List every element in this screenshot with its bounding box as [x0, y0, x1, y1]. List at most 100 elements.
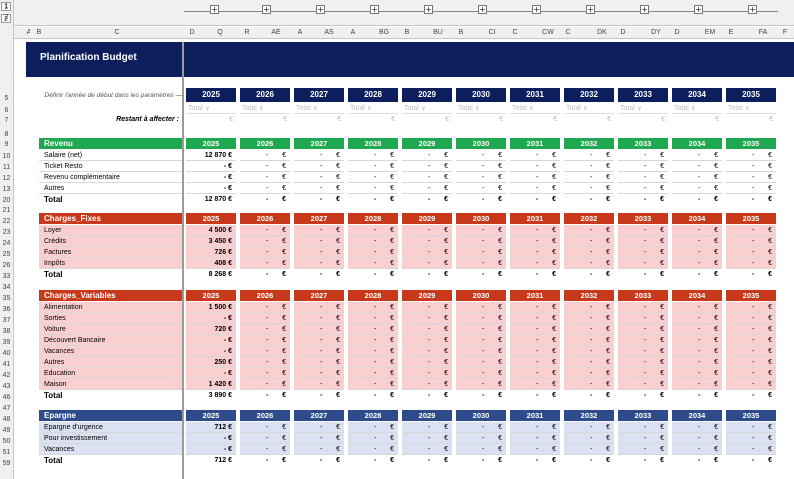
budget-cell[interactable]: - € — [510, 247, 560, 258]
budget-cell[interactable]: - € — [456, 422, 506, 433]
budget-cell[interactable]: - € — [294, 183, 344, 194]
budget-cell[interactable]: - € — [510, 225, 560, 236]
budget-cell[interactable]: - € — [672, 258, 722, 269]
budget-cell[interactable]: - € — [186, 161, 236, 172]
budget-cell[interactable]: - € — [726, 444, 776, 455]
budget-cell[interactable]: - € — [672, 368, 722, 379]
row-number[interactable]: 25 — [2, 251, 11, 258]
budget-cell[interactable]: - € — [294, 368, 344, 379]
budget-cell[interactable]: - € — [456, 236, 506, 247]
budget-row-label[interactable]: Alimentation — [39, 302, 182, 313]
row-number[interactable]: 49 — [2, 427, 11, 434]
row-number[interactable]: 50 — [2, 438, 11, 445]
budget-cell[interactable]: - € — [564, 346, 614, 357]
budget-cell[interactable]: - € — [240, 225, 290, 236]
budget-cell[interactable]: - € — [456, 379, 506, 390]
budget-cell[interactable]: - € — [348, 368, 398, 379]
budget-cell[interactable]: - € — [348, 236, 398, 247]
expand-group-plus-icon[interactable]: + — [694, 5, 703, 14]
budget-cell[interactable]: - € — [672, 346, 722, 357]
column-header[interactable]: BU — [426, 27, 450, 39]
total-dropdown[interactable]: Total ∨ — [294, 103, 344, 114]
budget-cell[interactable]: - € — [672, 183, 722, 194]
budget-cell[interactable]: - € — [294, 357, 344, 368]
budget-cell[interactable]: - € — [240, 433, 290, 444]
budget-row-label[interactable]: Epargne d'urgence — [39, 422, 182, 433]
column-header[interactable]: C — [108, 27, 126, 39]
row-number[interactable]: 23 — [2, 229, 11, 236]
total-dropdown[interactable]: Total ∨ — [186, 103, 236, 114]
budget-cell[interactable]: - € — [618, 346, 668, 357]
budget-cell[interactable]: - € — [294, 444, 344, 455]
budget-cell[interactable]: - € — [294, 313, 344, 324]
budget-cell[interactable]: - € — [672, 433, 722, 444]
budget-cell[interactable]: - € — [186, 183, 236, 194]
budget-cell[interactable]: - € — [672, 444, 722, 455]
budget-cell[interactable]: - € — [618, 422, 668, 433]
budget-cell[interactable]: - € — [348, 313, 398, 324]
budget-cell[interactable]: - € — [402, 236, 452, 247]
budget-cell[interactable]: - € — [726, 161, 776, 172]
budget-row-label[interactable]: Ticket Resto — [39, 161, 182, 172]
budget-cell[interactable]: - € — [672, 172, 722, 183]
budget-cell[interactable]: - € — [186, 433, 236, 444]
budget-cell[interactable]: - € — [510, 172, 560, 183]
budget-cell[interactable]: - € — [726, 313, 776, 324]
budget-cell[interactable]: - € — [186, 313, 236, 324]
expand-group-plus-icon[interactable]: + — [586, 5, 595, 14]
budget-cell[interactable]: - € — [402, 225, 452, 236]
row-number[interactable]: 10 — [2, 153, 11, 160]
budget-cell[interactable]: - € — [294, 258, 344, 269]
budget-cell[interactable]: - € — [294, 324, 344, 335]
budget-row-label[interactable]: Crédits — [39, 236, 182, 247]
row-number[interactable]: 12 — [2, 175, 11, 182]
budget-cell[interactable]: - € — [618, 302, 668, 313]
row-number[interactable]: 37 — [2, 317, 11, 324]
total-dropdown[interactable]: Total ∨ — [618, 103, 668, 114]
budget-cell[interactable]: - € — [726, 236, 776, 247]
budget-cell[interactable]: - € — [564, 183, 614, 194]
budget-cell[interactable]: - € — [456, 313, 506, 324]
budget-cell[interactable]: - € — [672, 313, 722, 324]
outline-level-1-button[interactable]: 1 — [1, 2, 11, 11]
row-number[interactable]: 42 — [2, 372, 11, 379]
budget-cell[interactable]: - € — [510, 324, 560, 335]
budget-cell[interactable]: - € — [672, 357, 722, 368]
expand-group-plus-icon[interactable]: + — [748, 5, 757, 14]
budget-cell[interactable]: - € — [240, 313, 290, 324]
row-number[interactable]: 11 — [2, 164, 11, 171]
column-header[interactable]: D — [183, 27, 201, 39]
row-number[interactable]: 20 — [2, 197, 11, 204]
budget-cell[interactable]: - € — [564, 335, 614, 346]
budget-cell[interactable]: - € — [402, 302, 452, 313]
budget-cell[interactable]: - € — [348, 433, 398, 444]
budget-cell[interactable]: - € — [726, 324, 776, 335]
budget-cell[interactable]: - € — [294, 161, 344, 172]
budget-cell[interactable]: - € — [402, 183, 452, 194]
budget-cell[interactable]: - € — [618, 247, 668, 258]
column-header[interactable]: A — [292, 27, 308, 39]
expand-group-plus-icon[interactable]: + — [532, 5, 541, 14]
budget-cell[interactable]: - € — [510, 161, 560, 172]
budget-cell[interactable]: - € — [564, 368, 614, 379]
column-header[interactable]: B — [453, 27, 469, 39]
column-header[interactable]: E — [723, 27, 739, 39]
budget-cell[interactable]: - € — [294, 150, 344, 161]
total-dropdown[interactable]: Total ∨ — [348, 103, 398, 114]
total-dropdown[interactable]: Total ∨ — [672, 103, 722, 114]
column-header[interactable]: C — [507, 27, 523, 39]
budget-cell[interactable]: - € — [240, 161, 290, 172]
budget-cell[interactable]: - € — [402, 368, 452, 379]
budget-cell[interactable]: - € — [456, 258, 506, 269]
budget-cell[interactable]: - € — [294, 422, 344, 433]
budget-cell[interactable]: - € — [510, 258, 560, 269]
budget-cell[interactable]: - € — [510, 236, 560, 247]
budget-cell[interactable]: - € — [726, 346, 776, 357]
budget-cell[interactable]: - € — [564, 150, 614, 161]
budget-cell[interactable]: 250 € — [186, 357, 236, 368]
column-header[interactable]: DK — [588, 27, 616, 39]
budget-cell[interactable]: - € — [402, 444, 452, 455]
budget-cell[interactable]: - € — [564, 433, 614, 444]
budget-cell[interactable]: - € — [240, 150, 290, 161]
budget-cell[interactable]: - € — [564, 247, 614, 258]
